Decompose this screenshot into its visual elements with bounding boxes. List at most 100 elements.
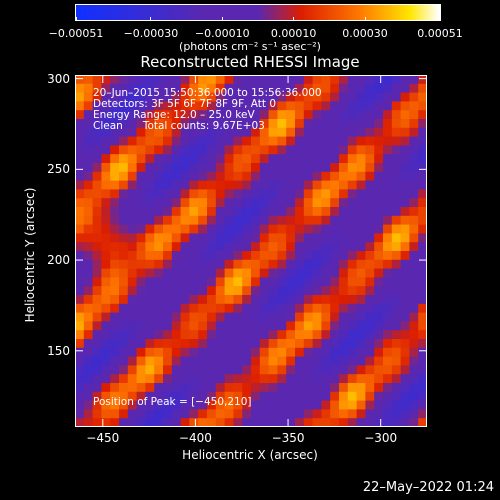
heatmap-cell bbox=[215, 277, 226, 287]
heatmap-cell bbox=[295, 383, 305, 393]
heatmap-cell bbox=[242, 145, 252, 155]
heatmap-cell bbox=[295, 286, 305, 296]
colorbar-swatch bbox=[244, 5, 247, 20]
heatmap-cell bbox=[277, 356, 287, 366]
heatmap-cell bbox=[356, 215, 366, 226]
heatmap-cell bbox=[277, 242, 287, 252]
heatmap-cell bbox=[374, 242, 384, 252]
colorbar-swatch bbox=[414, 5, 417, 20]
heatmap-cell bbox=[119, 233, 129, 243]
heatmap-cell bbox=[312, 145, 322, 155]
heatmap-cell bbox=[259, 75, 270, 85]
heatmap-cell bbox=[136, 224, 146, 234]
heatmap-cell bbox=[374, 251, 384, 261]
heatmap-cell bbox=[259, 92, 270, 102]
colorbar-swatch bbox=[424, 5, 427, 20]
heatmap-cell bbox=[312, 286, 322, 296]
heatmap-cell bbox=[75, 383, 85, 393]
heatmap-cell bbox=[224, 418, 234, 427]
heatmap-cell bbox=[409, 391, 419, 402]
heatmap-cell bbox=[119, 198, 129, 208]
heatmap-cell bbox=[101, 303, 111, 314]
heatmap-cell bbox=[321, 207, 331, 217]
heatmap-cell bbox=[356, 171, 366, 182]
heatmap-cell bbox=[400, 330, 410, 340]
heatmap-cell bbox=[180, 321, 190, 331]
colorbar-swatch bbox=[190, 5, 193, 20]
heatmap-cell bbox=[259, 110, 270, 120]
colorbar-swatch bbox=[250, 5, 253, 20]
heatmap-cell bbox=[409, 400, 419, 410]
heatmap-cell bbox=[347, 286, 358, 296]
heatmap-cell bbox=[286, 365, 296, 375]
heatmap-cell bbox=[119, 110, 129, 120]
heatmap-cell bbox=[101, 145, 111, 155]
heatmap-cell bbox=[92, 92, 102, 102]
heatmap-cell bbox=[391, 110, 402, 120]
heatmap-cell bbox=[163, 145, 173, 155]
heatmap-cell bbox=[119, 268, 129, 278]
heatmap-cell bbox=[295, 92, 305, 102]
heatmap-cell bbox=[303, 136, 314, 146]
heatmap-cell bbox=[233, 154, 243, 164]
heatmap-cell bbox=[233, 198, 243, 208]
heatmap-cell bbox=[409, 92, 419, 102]
heatmap-cell bbox=[127, 286, 138, 296]
heatmap-cell bbox=[251, 119, 261, 129]
heatmap-cell bbox=[171, 339, 182, 349]
heatmap-cell bbox=[286, 418, 296, 427]
heatmap-cell bbox=[83, 400, 94, 410]
heatmap-cell bbox=[418, 409, 427, 419]
heatmap-cell bbox=[409, 101, 419, 111]
heatmap-cell bbox=[268, 409, 278, 419]
heatmap-cell bbox=[233, 365, 243, 375]
heatmap-cell bbox=[277, 127, 287, 138]
heatmap-cell bbox=[145, 268, 155, 278]
heatmap-cell bbox=[418, 242, 427, 252]
heatmap-cell bbox=[207, 339, 217, 349]
heatmap-cell bbox=[330, 215, 340, 226]
heatmap-cell bbox=[330, 207, 340, 217]
heatmap-cell bbox=[242, 277, 252, 287]
colorbar-swatch bbox=[320, 5, 323, 20]
heatmap-cell bbox=[330, 374, 340, 384]
heatmap-cell bbox=[242, 409, 252, 419]
heatmap-cell bbox=[383, 330, 393, 340]
heatmap-cell bbox=[119, 339, 129, 349]
colorbar-swatch bbox=[438, 5, 441, 20]
heatmap-cell bbox=[383, 136, 393, 146]
heatmap-cell bbox=[145, 145, 155, 155]
heatmap-cell bbox=[180, 295, 190, 305]
heatmap-cell bbox=[400, 374, 410, 384]
colorbar-swatch bbox=[80, 5, 83, 20]
detectors-label: Detectors: 3F 5F 6F 7F 8F 9F, Att 0 bbox=[93, 98, 277, 110]
heatmap-cell bbox=[180, 215, 190, 226]
heatmap-cell bbox=[75, 92, 85, 102]
heatmap-cell bbox=[277, 180, 287, 190]
heatmap-cell bbox=[347, 215, 358, 226]
heatmap-cell bbox=[303, 110, 314, 120]
heatmap-cell bbox=[286, 400, 296, 410]
heatmap-cell bbox=[163, 119, 173, 129]
heatmap-cell bbox=[215, 286, 226, 296]
colorbar-swatch bbox=[178, 5, 181, 20]
heatmap-cell bbox=[207, 189, 217, 199]
heatmap-cell bbox=[180, 224, 190, 234]
heatmap-cell bbox=[286, 286, 296, 296]
heatmap-cell bbox=[110, 171, 120, 182]
heatmap-cell bbox=[277, 383, 287, 393]
heatmap-cell bbox=[127, 136, 138, 146]
heatmap-cell bbox=[119, 400, 129, 410]
heatmap-cell bbox=[242, 339, 252, 349]
heatmap-cell bbox=[356, 75, 366, 85]
colorbar-swatch bbox=[106, 5, 109, 20]
heatmap-cell bbox=[347, 303, 358, 314]
heatmap-cell bbox=[119, 119, 129, 129]
heatmap-cell bbox=[259, 312, 270, 322]
heatmap-cell bbox=[83, 374, 94, 384]
heatmap-cell bbox=[251, 136, 261, 146]
heatmap-cell bbox=[259, 339, 270, 349]
heatmap-cell bbox=[242, 136, 252, 146]
heatmap-cell bbox=[251, 198, 261, 208]
heatmap-cell bbox=[286, 171, 296, 182]
